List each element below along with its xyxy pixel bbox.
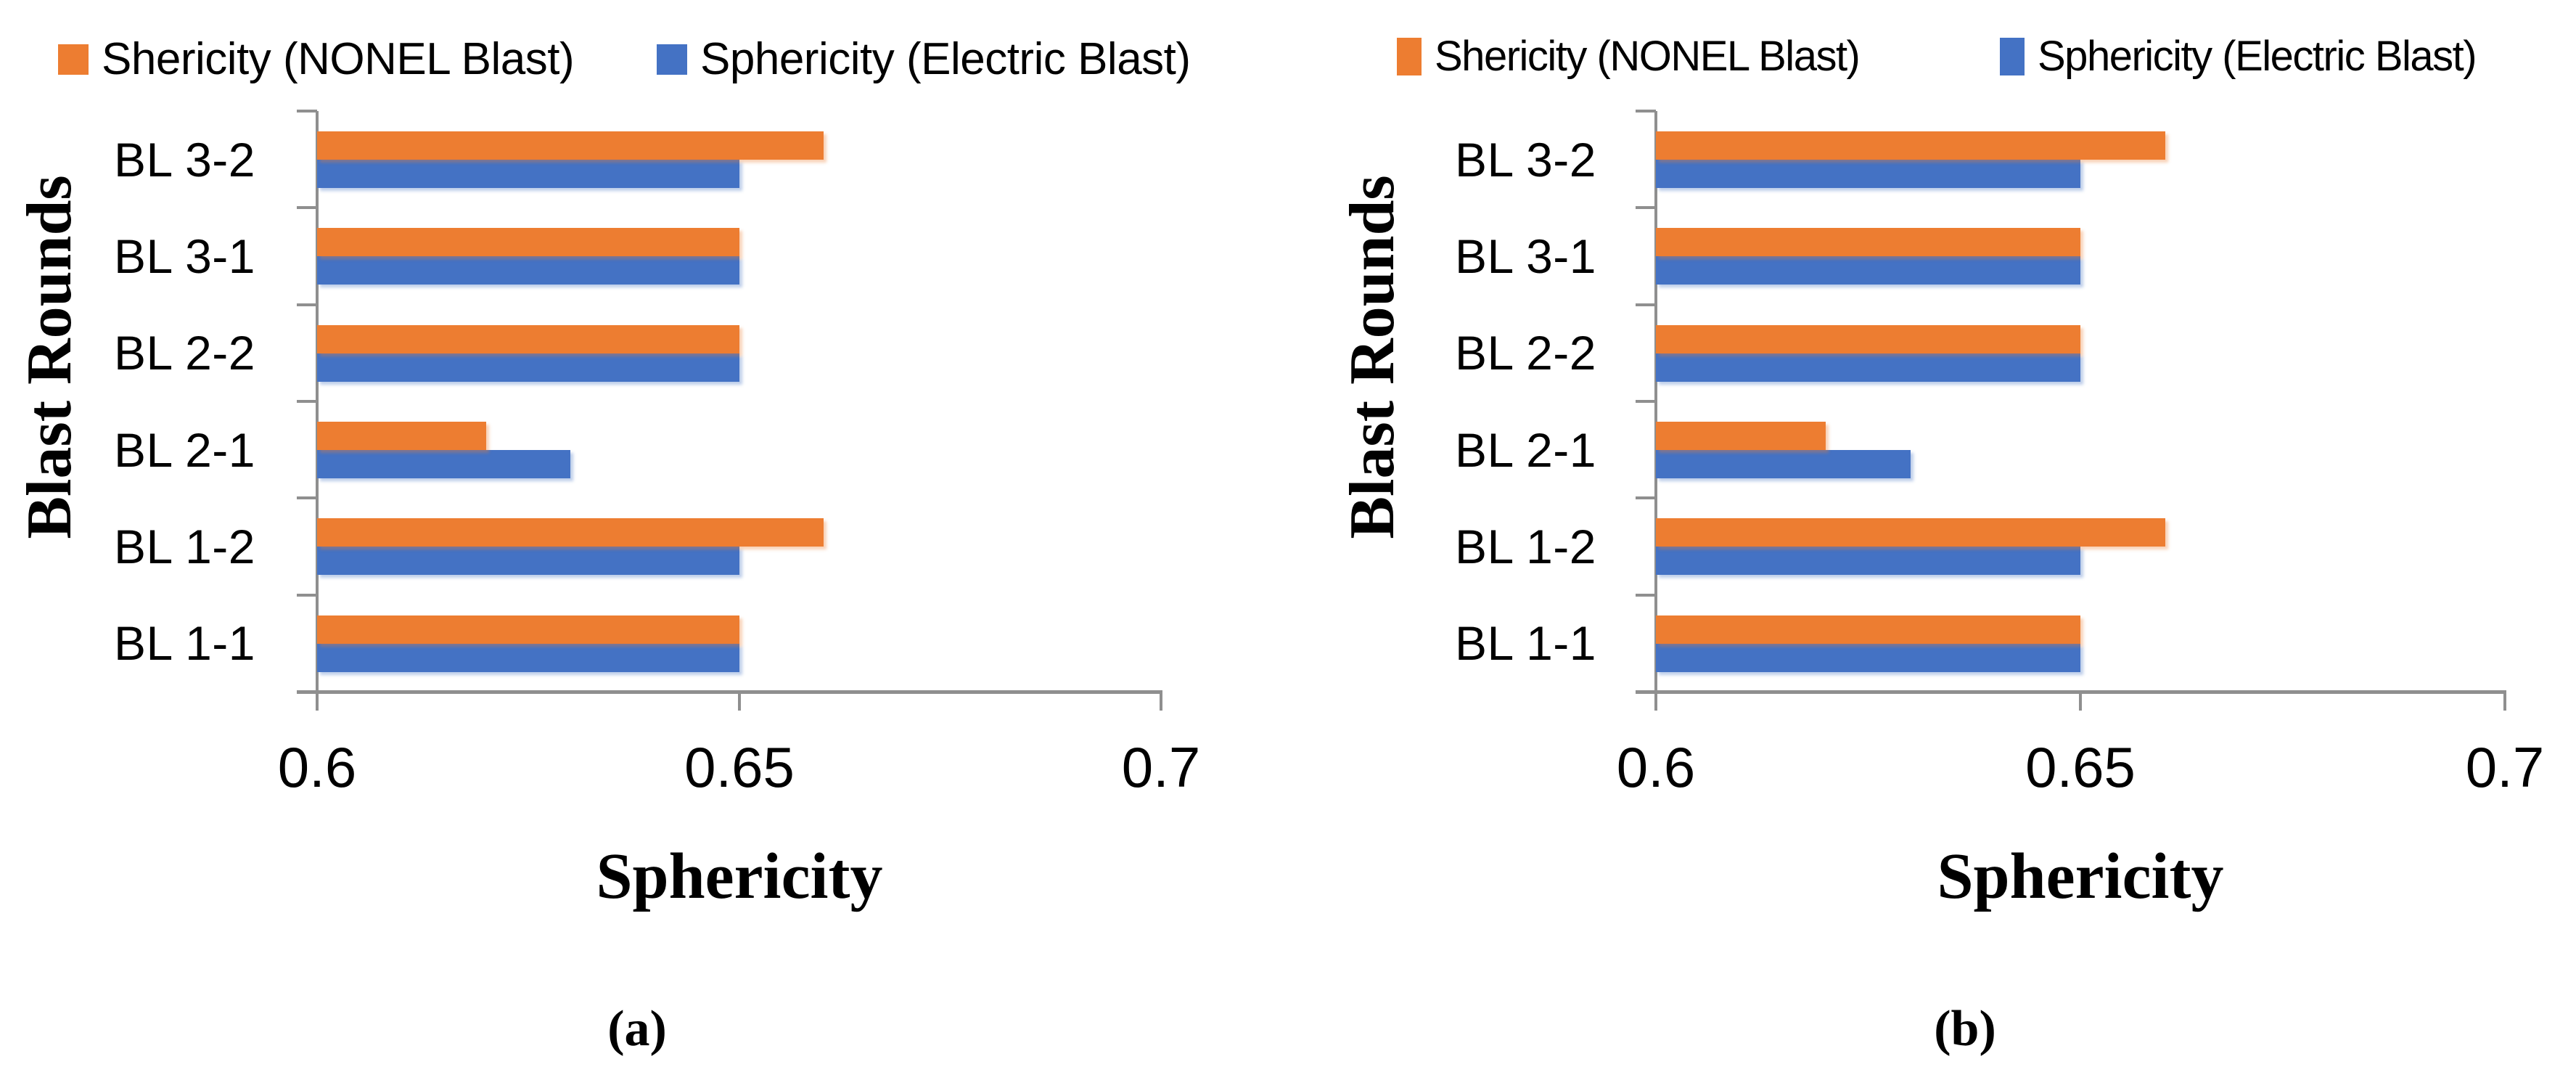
bar-nonel xyxy=(1656,518,2165,547)
category-tick xyxy=(297,594,317,597)
category-axis-line xyxy=(1654,111,1657,711)
x-tick-label: 0.7 xyxy=(2465,735,2545,799)
category-label: BL 2-2 xyxy=(113,326,255,380)
legend-swatch-nonel xyxy=(1397,38,1422,75)
x-tick-label: 0.6 xyxy=(1616,735,1696,799)
legend-label: Shericity (NONEL Blast) xyxy=(102,34,575,84)
legend-label: Shericity (NONEL Blast) xyxy=(1435,33,1861,80)
bar-nonel xyxy=(1656,325,2080,353)
bar-electric xyxy=(1656,160,2080,188)
category-tick xyxy=(1636,206,1656,209)
caption-b: (b) xyxy=(1934,1001,1996,1057)
category-label: BL 3-1 xyxy=(113,229,255,283)
bar-electric xyxy=(317,256,739,285)
category-label: BL 2-2 xyxy=(1454,326,1596,380)
bar-nonel xyxy=(1656,228,2080,256)
value-axis-line xyxy=(1636,690,2506,694)
bar-electric xyxy=(317,644,739,672)
x-axis-title: Sphericity xyxy=(1937,840,2224,912)
category-tick xyxy=(1636,110,1656,113)
category-tick xyxy=(297,303,317,306)
bar-electric xyxy=(1656,547,2080,575)
category-tick xyxy=(1636,496,1656,499)
bar-electric xyxy=(317,160,739,188)
bar-nonel xyxy=(1656,615,2080,644)
category-tick xyxy=(297,206,317,209)
category-label: BL 3-2 xyxy=(113,133,255,187)
bar-nonel xyxy=(317,325,739,353)
value-tick xyxy=(1160,692,1162,711)
legend-label: Sphericity (Electric Blast) xyxy=(2038,33,2477,80)
category-label: BL 1-2 xyxy=(113,520,255,573)
bar-nonel xyxy=(317,422,486,450)
category-label: BL 3-1 xyxy=(1454,229,1596,283)
bar-nonel xyxy=(317,518,824,547)
value-tick xyxy=(738,692,741,711)
category-tick xyxy=(297,400,317,403)
bar-nonel xyxy=(317,131,824,160)
bar-electric xyxy=(317,450,570,478)
legend-item-nonel: Shericity (NONEL Blast) xyxy=(1397,33,1861,80)
bar-electric xyxy=(317,547,739,575)
category-axis-line xyxy=(316,111,319,711)
legend-item-nonel: Shericity (NONEL Blast) xyxy=(58,34,575,84)
category-tick xyxy=(297,496,317,499)
value-tick xyxy=(316,692,319,711)
bar-electric xyxy=(1656,256,2080,285)
category-label: BL 1-1 xyxy=(113,616,255,670)
category-label: BL 1-2 xyxy=(1454,520,1596,573)
category-label: BL 2-1 xyxy=(1454,423,1596,477)
bar-electric xyxy=(1656,644,2080,672)
category-tick xyxy=(1636,400,1656,403)
category-tick xyxy=(1636,303,1656,306)
category-label: BL 1-1 xyxy=(1454,616,1596,670)
bar-nonel xyxy=(317,615,739,644)
bar-nonel xyxy=(1656,131,2165,160)
bar-nonel xyxy=(317,228,739,256)
x-tick-label: 0.65 xyxy=(2025,735,2136,799)
value-axis-line xyxy=(297,690,1162,694)
category-tick xyxy=(297,110,317,113)
bar-electric xyxy=(1656,450,1911,478)
bar-nonel xyxy=(1656,422,1826,450)
legend-swatch-electric xyxy=(657,44,687,75)
legend-swatch-nonel xyxy=(58,44,89,75)
x-tick-label: 0.7 xyxy=(1121,735,1201,799)
legend-item-electric: Sphericity (Electric Blast) xyxy=(2000,33,2477,80)
category-label: BL 2-1 xyxy=(113,423,255,477)
value-tick xyxy=(2079,692,2082,711)
x-axis-title: Sphericity xyxy=(596,840,883,912)
x-tick-label: 0.65 xyxy=(684,735,795,799)
category-tick xyxy=(1636,594,1656,597)
legend-item-electric: Sphericity (Electric Blast) xyxy=(657,36,1191,83)
legend-swatch-electric xyxy=(2000,38,2025,75)
x-tick-label: 0.6 xyxy=(277,735,357,799)
legend-label: Sphericity (Electric Blast) xyxy=(700,34,1191,84)
bar-electric xyxy=(317,353,739,382)
value-tick xyxy=(1654,692,1657,711)
category-label: BL 3-2 xyxy=(1454,133,1596,187)
value-tick xyxy=(2503,692,2506,711)
bar-electric xyxy=(1656,353,2080,382)
caption-a: (a) xyxy=(607,1001,667,1057)
